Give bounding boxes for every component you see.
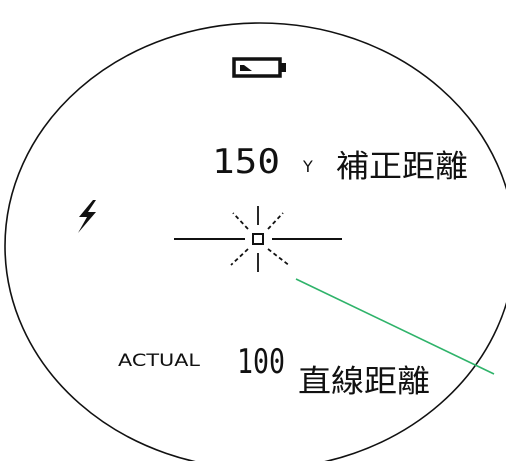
corrected-distance-value: 150 [212,142,280,182]
lightning-icon [78,200,96,233]
corrected-distance-label: 補正距離 [336,149,468,185]
leader-line [295,278,495,375]
actual-distance-label: 直線距離 [298,364,430,400]
viewfinder-outline [4,22,506,461]
actual-prefix: ACTUAL [118,351,201,371]
actual-distance-value: 100 [237,342,285,382]
crosshair-reticle-icon [174,206,342,272]
battery-icon [232,57,286,78]
distance-unit: Y [302,157,313,176]
